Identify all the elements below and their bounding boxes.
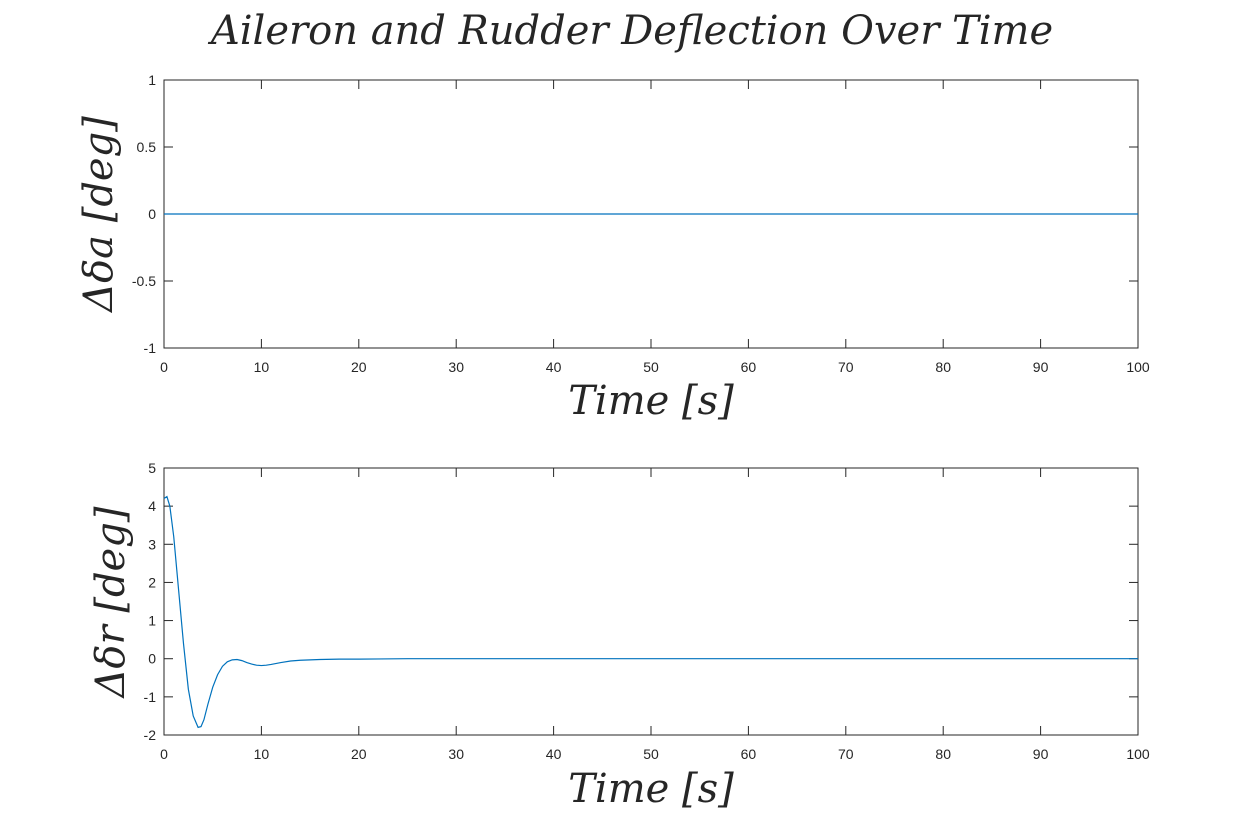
x-tick-label: 30 [448, 746, 464, 762]
x-tick-label: 10 [254, 746, 270, 762]
y-axis-label-aileron: Δδa [deg] [76, 116, 122, 314]
x-tick-label: 70 [838, 746, 854, 762]
x-tick-label: 100 [1126, 359, 1150, 375]
x-tick-label: 20 [351, 746, 367, 762]
x-axis-label-aileron: Time [s] [568, 378, 734, 424]
x-ticks-rudder: 0 10 20 30 40 50 60 70 80 90 100 [160, 468, 1150, 762]
x-tick-label: 80 [935, 746, 951, 762]
x-ticks-aileron: 0 10 20 30 40 50 60 70 80 90 100 [160, 80, 1150, 375]
x-tick-label: 60 [741, 359, 757, 375]
y-axis-label-rudder: Δδr [deg] [88, 506, 134, 699]
x-tick-label: 70 [838, 359, 854, 375]
x-tick-label: 20 [351, 359, 367, 375]
x-tick-label: 90 [1033, 359, 1049, 375]
series-line-rudder [163, 495, 1138, 729]
y-tick-label: 1 [148, 72, 156, 88]
y-ticks-aileron: 1 0.5 0 -0.5 -1 [132, 72, 1138, 356]
y-tick-label: 0.5 [137, 139, 157, 155]
x-tick-label: 0 [160, 746, 168, 762]
x-tick-label: 30 [448, 359, 464, 375]
y-tick-label: 2 [148, 574, 156, 590]
x-tick-label: 80 [935, 359, 951, 375]
x-tick-label: 40 [546, 746, 562, 762]
y-tick-label: -1 [144, 689, 157, 705]
x-tick-label: 60 [741, 746, 757, 762]
x-tick-label: 90 [1033, 746, 1049, 762]
plot-area-rudder [163, 495, 1138, 729]
subplot-aileron: 0 10 20 30 40 50 60 70 80 90 100 1 0.5 0 -0.5 -1 Time … [76, 72, 1150, 424]
x-tick-label: 0 [160, 359, 168, 375]
x-tick-label: 10 [254, 359, 270, 375]
x-axis-label-rudder: Time [s] [568, 766, 734, 812]
y-tick-label: -0.5 [132, 273, 156, 289]
y-tick-label: 0 [148, 206, 156, 222]
y-tick-label: 3 [148, 536, 156, 552]
y-tick-label: 1 [148, 613, 156, 629]
x-tick-label: 40 [546, 359, 562, 375]
x-tick-label: 100 [1126, 746, 1150, 762]
x-tick-label: 50 [643, 359, 659, 375]
y-tick-label: -2 [144, 727, 157, 743]
y-tick-label: -1 [144, 340, 157, 356]
y-tick-label: 0 [148, 651, 156, 667]
y-tick-label: 5 [148, 460, 156, 476]
x-tick-label: 50 [643, 746, 659, 762]
figure-title: Aileron and Rudder Deflection Over Time [207, 8, 1053, 54]
y-tick-label: 4 [148, 498, 156, 514]
